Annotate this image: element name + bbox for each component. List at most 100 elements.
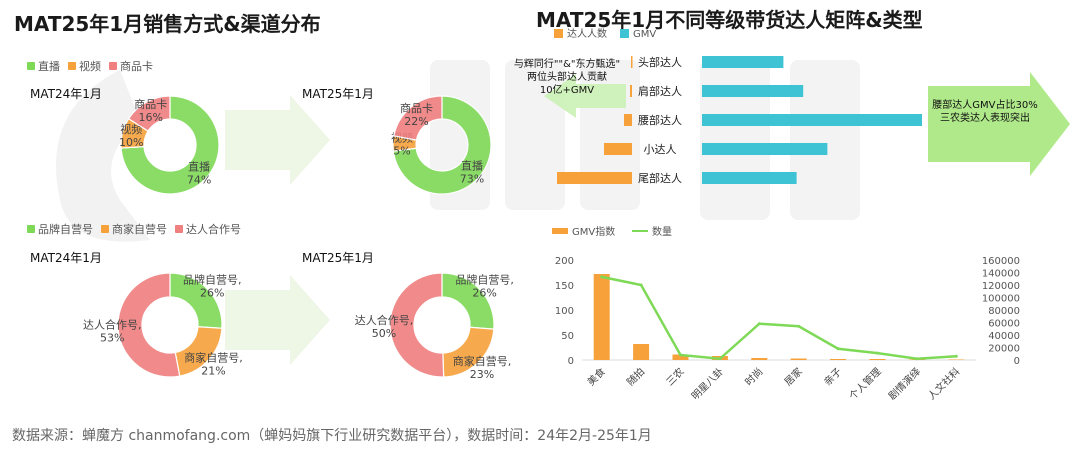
legend-swatch <box>175 225 183 233</box>
right-axis-tick: 0 <box>1014 356 1020 367</box>
tier-count-bar <box>630 85 632 97</box>
callout-line: 三农类达人表现突出 <box>940 113 1030 124</box>
period-label-4: MAT25年1月 <box>302 251 374 265</box>
donut-value-label: 26% <box>200 286 224 299</box>
legend-label: 达人人数 <box>567 27 607 40</box>
count-line-point <box>876 351 879 355</box>
donut-category-label: 品牌自营号, <box>455 273 514 287</box>
gmv-index-bar <box>948 359 965 360</box>
donut-chart-channel-mat24: 品牌自营号,26% 商家自营号,21% 达人合作号,53% <box>83 272 243 378</box>
donut-value-label: 5% <box>393 145 410 158</box>
donut-slice <box>392 95 492 195</box>
donut-value-label: 73% <box>460 172 484 185</box>
donut-category-label: 商家自营号, <box>453 354 512 368</box>
donut-category-label: 商品卡 <box>134 97 167 111</box>
gmv-index-bar <box>633 344 650 360</box>
count-line-point <box>915 357 919 361</box>
tier-gmv-bar <box>702 56 784 68</box>
tier-gmv-bar <box>702 172 797 184</box>
left-axis-tick: 0 <box>568 356 574 367</box>
left-arrow <box>544 74 626 118</box>
right-axis-tick: 20000 <box>988 344 1020 355</box>
donut-value-label: 21% <box>201 364 225 377</box>
legend-item-creator: 达人合作号 <box>175 221 241 237</box>
legend-swatch <box>554 29 563 38</box>
gmv-index-bar <box>869 359 886 360</box>
donut-slice <box>120 95 220 195</box>
tier-count-bar <box>557 172 632 184</box>
category-tick-label: 亲子 <box>821 365 844 388</box>
tier-gmv-bar <box>702 143 828 155</box>
category-tick-label: 随拍 <box>624 365 647 388</box>
legend-label: 直播 <box>38 60 60 73</box>
callout-line: 10亿+GMV <box>539 85 595 96</box>
count-line-point <box>718 357 722 361</box>
watermark-logo-left <box>56 70 150 242</box>
tier-count-bar <box>604 143 632 155</box>
category-tick-label: 人文社科 <box>925 365 962 402</box>
donut-slice <box>117 272 181 378</box>
tier-category-label: 肩部达人 <box>638 84 682 98</box>
tier-gmv-bar <box>702 85 804 97</box>
legend-item-brand: 品牌自营号 <box>27 221 93 237</box>
right-axis-tick: 60000 <box>988 319 1020 330</box>
legend-label: 商家自营号 <box>112 223 167 236</box>
category-tick-label: 时尚 <box>742 365 765 388</box>
callout-line: 与辉同行""&"东方甄选" <box>513 59 621 70</box>
callout-waist-influencers: 腰部达人GMV占比30% 三农类达人表现突出 <box>930 99 1040 125</box>
right-axis-tick: 120000 <box>982 281 1020 292</box>
count-line-point <box>797 324 801 328</box>
tier-category-label: 头部达人 <box>638 55 682 69</box>
callout-line: 腰部达人GMV占比30% <box>932 100 1038 111</box>
legend-label: 视频 <box>79 60 101 73</box>
right-axis-tick: 160000 <box>982 256 1020 267</box>
tier-gmv-bar <box>702 114 922 126</box>
donut-chart-channel-mat25: 品牌自营号,26% 商家自营号,23% 达人合作号,50% <box>355 272 514 381</box>
donut-value-label: 53% <box>100 331 124 344</box>
legend-label: GMV <box>633 29 656 40</box>
legend-swatch <box>27 62 35 70</box>
gmv-index-bar <box>751 358 768 360</box>
donut-category-label: 达人合作号, <box>355 313 414 327</box>
legend-label: 数量 <box>652 225 672 238</box>
donut-category-label: 商品卡 <box>400 101 433 115</box>
category-tick-label: 居家 <box>781 365 804 388</box>
legend-item-merchant: 商家自营号 <box>101 221 167 237</box>
legend-label: GMV指数 <box>572 225 615 238</box>
legend-item-video: 视频 <box>68 58 101 74</box>
donut-value-label: 74% <box>187 173 211 186</box>
tier-category-label: 小达人 <box>644 143 677 156</box>
left-axis-tick: 200 <box>555 256 574 267</box>
legend-swatch <box>552 228 568 234</box>
period-label-1: MAT24年1月 <box>30 87 102 101</box>
legend-swatch <box>101 225 109 233</box>
legend-swatch <box>109 62 117 70</box>
gmv-index-bar <box>830 359 847 360</box>
category-combo-chart: GMV指数 数量050100150200020000400006000080000… <box>552 225 1020 402</box>
callout-line: 两位头部达人贡献 <box>527 72 607 83</box>
callout-head-influencers: 与辉同行""&"东方甄选" 两位头部达人贡献 10亿+GMV <box>502 58 632 97</box>
legend-item-live: 直播 <box>27 58 60 74</box>
donut-value-label: 50% <box>372 327 396 340</box>
tier-count-bar <box>624 114 632 126</box>
period-label-3: MAT24年1月 <box>30 251 102 265</box>
donut-value-label: 22% <box>404 115 428 128</box>
category-tick-label: 三农 <box>663 365 686 388</box>
period-label-2: MAT25年1月 <box>302 87 374 101</box>
count-line <box>601 275 957 361</box>
left-axis-tick: 100 <box>555 306 574 317</box>
left-section-title: MAT25年1月销售方式&渠道分布 <box>14 12 321 36</box>
gmv-index-bar <box>593 274 610 360</box>
arrow-shape-bottom <box>225 275 330 365</box>
donut-value-label: 23% <box>470 368 494 381</box>
data-source-footer: 数据来源：蝉魔方 chanmofang.com（蝉妈妈旗下行业研究数据平台），数… <box>12 428 652 444</box>
donut-category-label: 商家自营号, <box>184 350 243 364</box>
donut-category-label: 达人合作号, <box>83 317 142 331</box>
legend-item-product-card: 商品卡 <box>109 58 153 74</box>
tier-category-label: 腰部达人 <box>638 113 682 127</box>
donut-category-label: 直播 <box>188 159 210 173</box>
donut-category-label: 直播 <box>461 158 483 172</box>
